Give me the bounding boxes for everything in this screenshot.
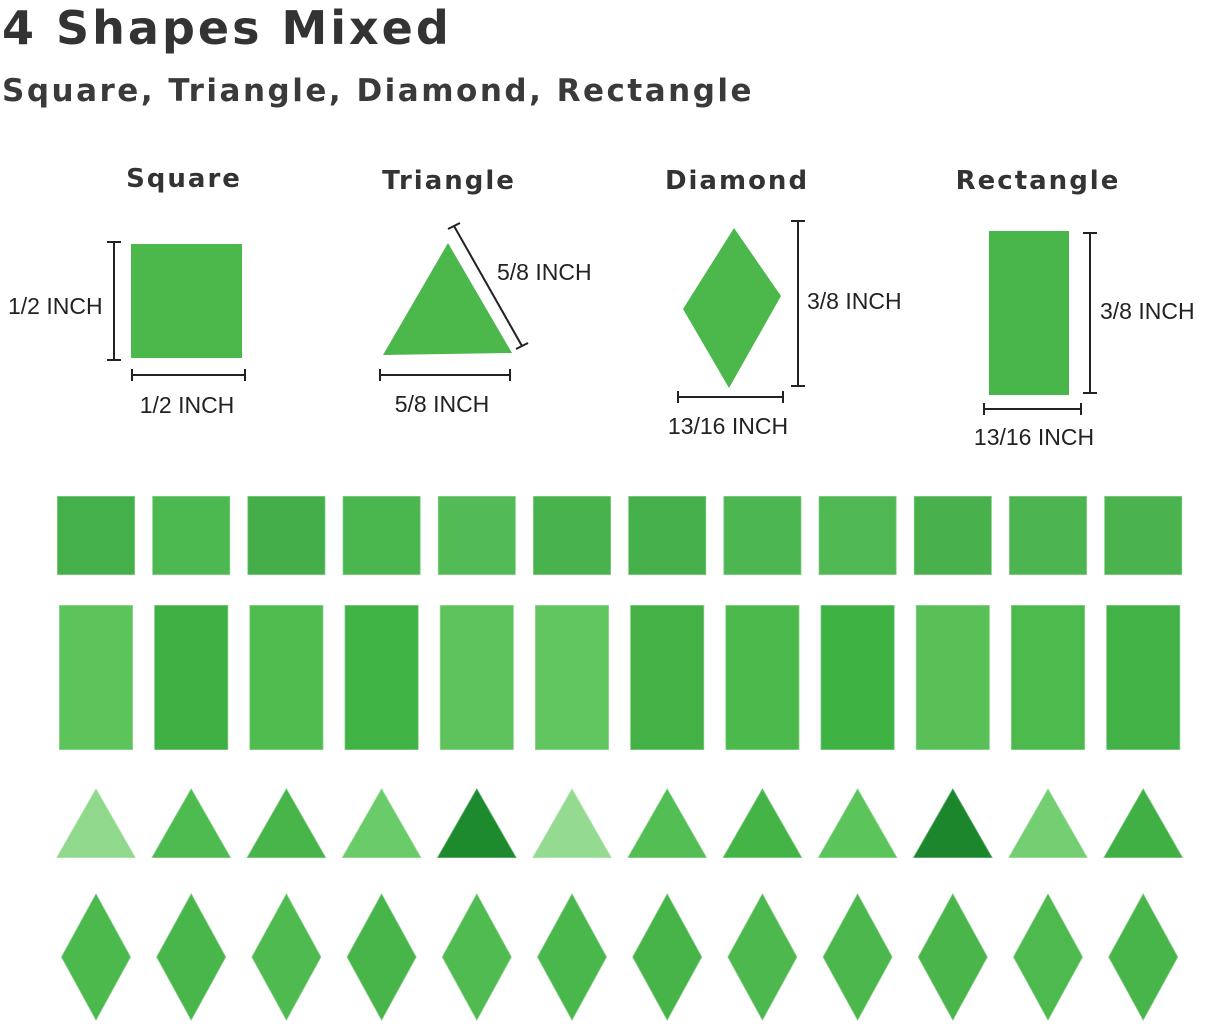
triangle-sample	[383, 243, 512, 355]
square-width-line	[131, 369, 246, 381]
triangle-tile	[245, 786, 328, 859]
diamond-tile	[821, 891, 894, 1023]
diamond-height-label: 3/8 INCH	[807, 288, 902, 314]
square-sample	[131, 244, 242, 358]
rectangle-width-line	[983, 403, 1082, 415]
rectangle-tile	[58, 604, 134, 751]
square-tile	[1008, 495, 1088, 576]
rectangle-height-line	[1083, 232, 1097, 394]
triangle-tile	[1006, 786, 1090, 859]
diamond-tile	[155, 891, 228, 1023]
diamond-tile	[536, 891, 608, 1023]
rectangle-tile	[915, 604, 991, 751]
square-tile	[1103, 495, 1183, 576]
triangle-tile	[530, 786, 614, 859]
square-tile	[151, 495, 231, 576]
triangle-tile	[340, 786, 423, 859]
rectangle-tile	[248, 604, 325, 751]
triangle-tile	[54, 786, 138, 859]
square-tile	[437, 495, 517, 576]
diamond-tile	[345, 891, 418, 1023]
triangle-tile	[911, 786, 995, 859]
rectangle-width-label: 13/16 INCH	[974, 424, 1094, 450]
page-title: 4 Shapes Mixed	[2, 1, 452, 55]
triangle-tile	[1101, 786, 1185, 859]
square-tile	[913, 495, 993, 576]
triangle-tile	[149, 786, 233, 859]
diamond-tile	[250, 891, 323, 1023]
square-height-label: 1/2 INCH	[8, 293, 103, 319]
diamond-tile	[726, 891, 799, 1023]
triangle-base-line	[379, 369, 511, 381]
page-subtitle: Square, Triangle, Diamond, Rectangle	[2, 73, 754, 109]
square-tile	[817, 495, 898, 576]
diamond-tile	[1107, 891, 1180, 1023]
rectangle-tile	[343, 604, 420, 751]
diamond-sample	[683, 228, 781, 388]
square-tile	[56, 495, 136, 576]
square-width-label: 1/2 INCH	[140, 392, 235, 418]
triangle-base-label: 5/8 INCH	[395, 391, 490, 417]
rectangle-tile	[534, 604, 610, 751]
triangle-tile	[721, 786, 804, 859]
diamond-height-line	[791, 220, 805, 387]
square-tile	[246, 495, 327, 576]
square-tile	[627, 495, 707, 576]
triangle-side-line	[447, 222, 529, 350]
rectangle-tile	[724, 604, 801, 751]
triangle-side-label: 5/8 INCH	[497, 259, 592, 285]
rectangle-tile	[1010, 604, 1086, 751]
rectangle-sample	[989, 231, 1069, 395]
label-square: Square	[126, 164, 242, 194]
square-tile	[722, 495, 803, 576]
label-rectangle: Rectangle	[956, 166, 1121, 196]
rectangle-tile	[819, 604, 896, 751]
label-triangle: Triangle	[382, 166, 516, 196]
square-tile	[341, 495, 422, 576]
rectangle-tile	[629, 604, 705, 751]
diamond-tile	[916, 891, 989, 1023]
triangle-tile	[625, 786, 709, 859]
triangle-tile	[435, 786, 519, 859]
diamond-tile	[1012, 891, 1084, 1023]
diamond-tile	[440, 891, 513, 1023]
tile-grid	[54, 495, 1185, 1023]
label-diamond: Diamond	[665, 166, 809, 196]
diamond-tile	[631, 891, 704, 1023]
rectangle-height-label: 3/8 INCH	[1100, 298, 1195, 324]
diamond-width-label: 13/16 INCH	[668, 413, 788, 439]
rectangle-tile	[1105, 604, 1181, 751]
rectangle-tile	[439, 604, 515, 751]
rectangle-tile	[153, 604, 229, 751]
square-height-line	[107, 241, 121, 361]
square-tile	[532, 495, 612, 576]
triangle-tile	[816, 786, 899, 859]
diamond-tile	[60, 891, 132, 1023]
diamond-width-line	[677, 391, 784, 403]
